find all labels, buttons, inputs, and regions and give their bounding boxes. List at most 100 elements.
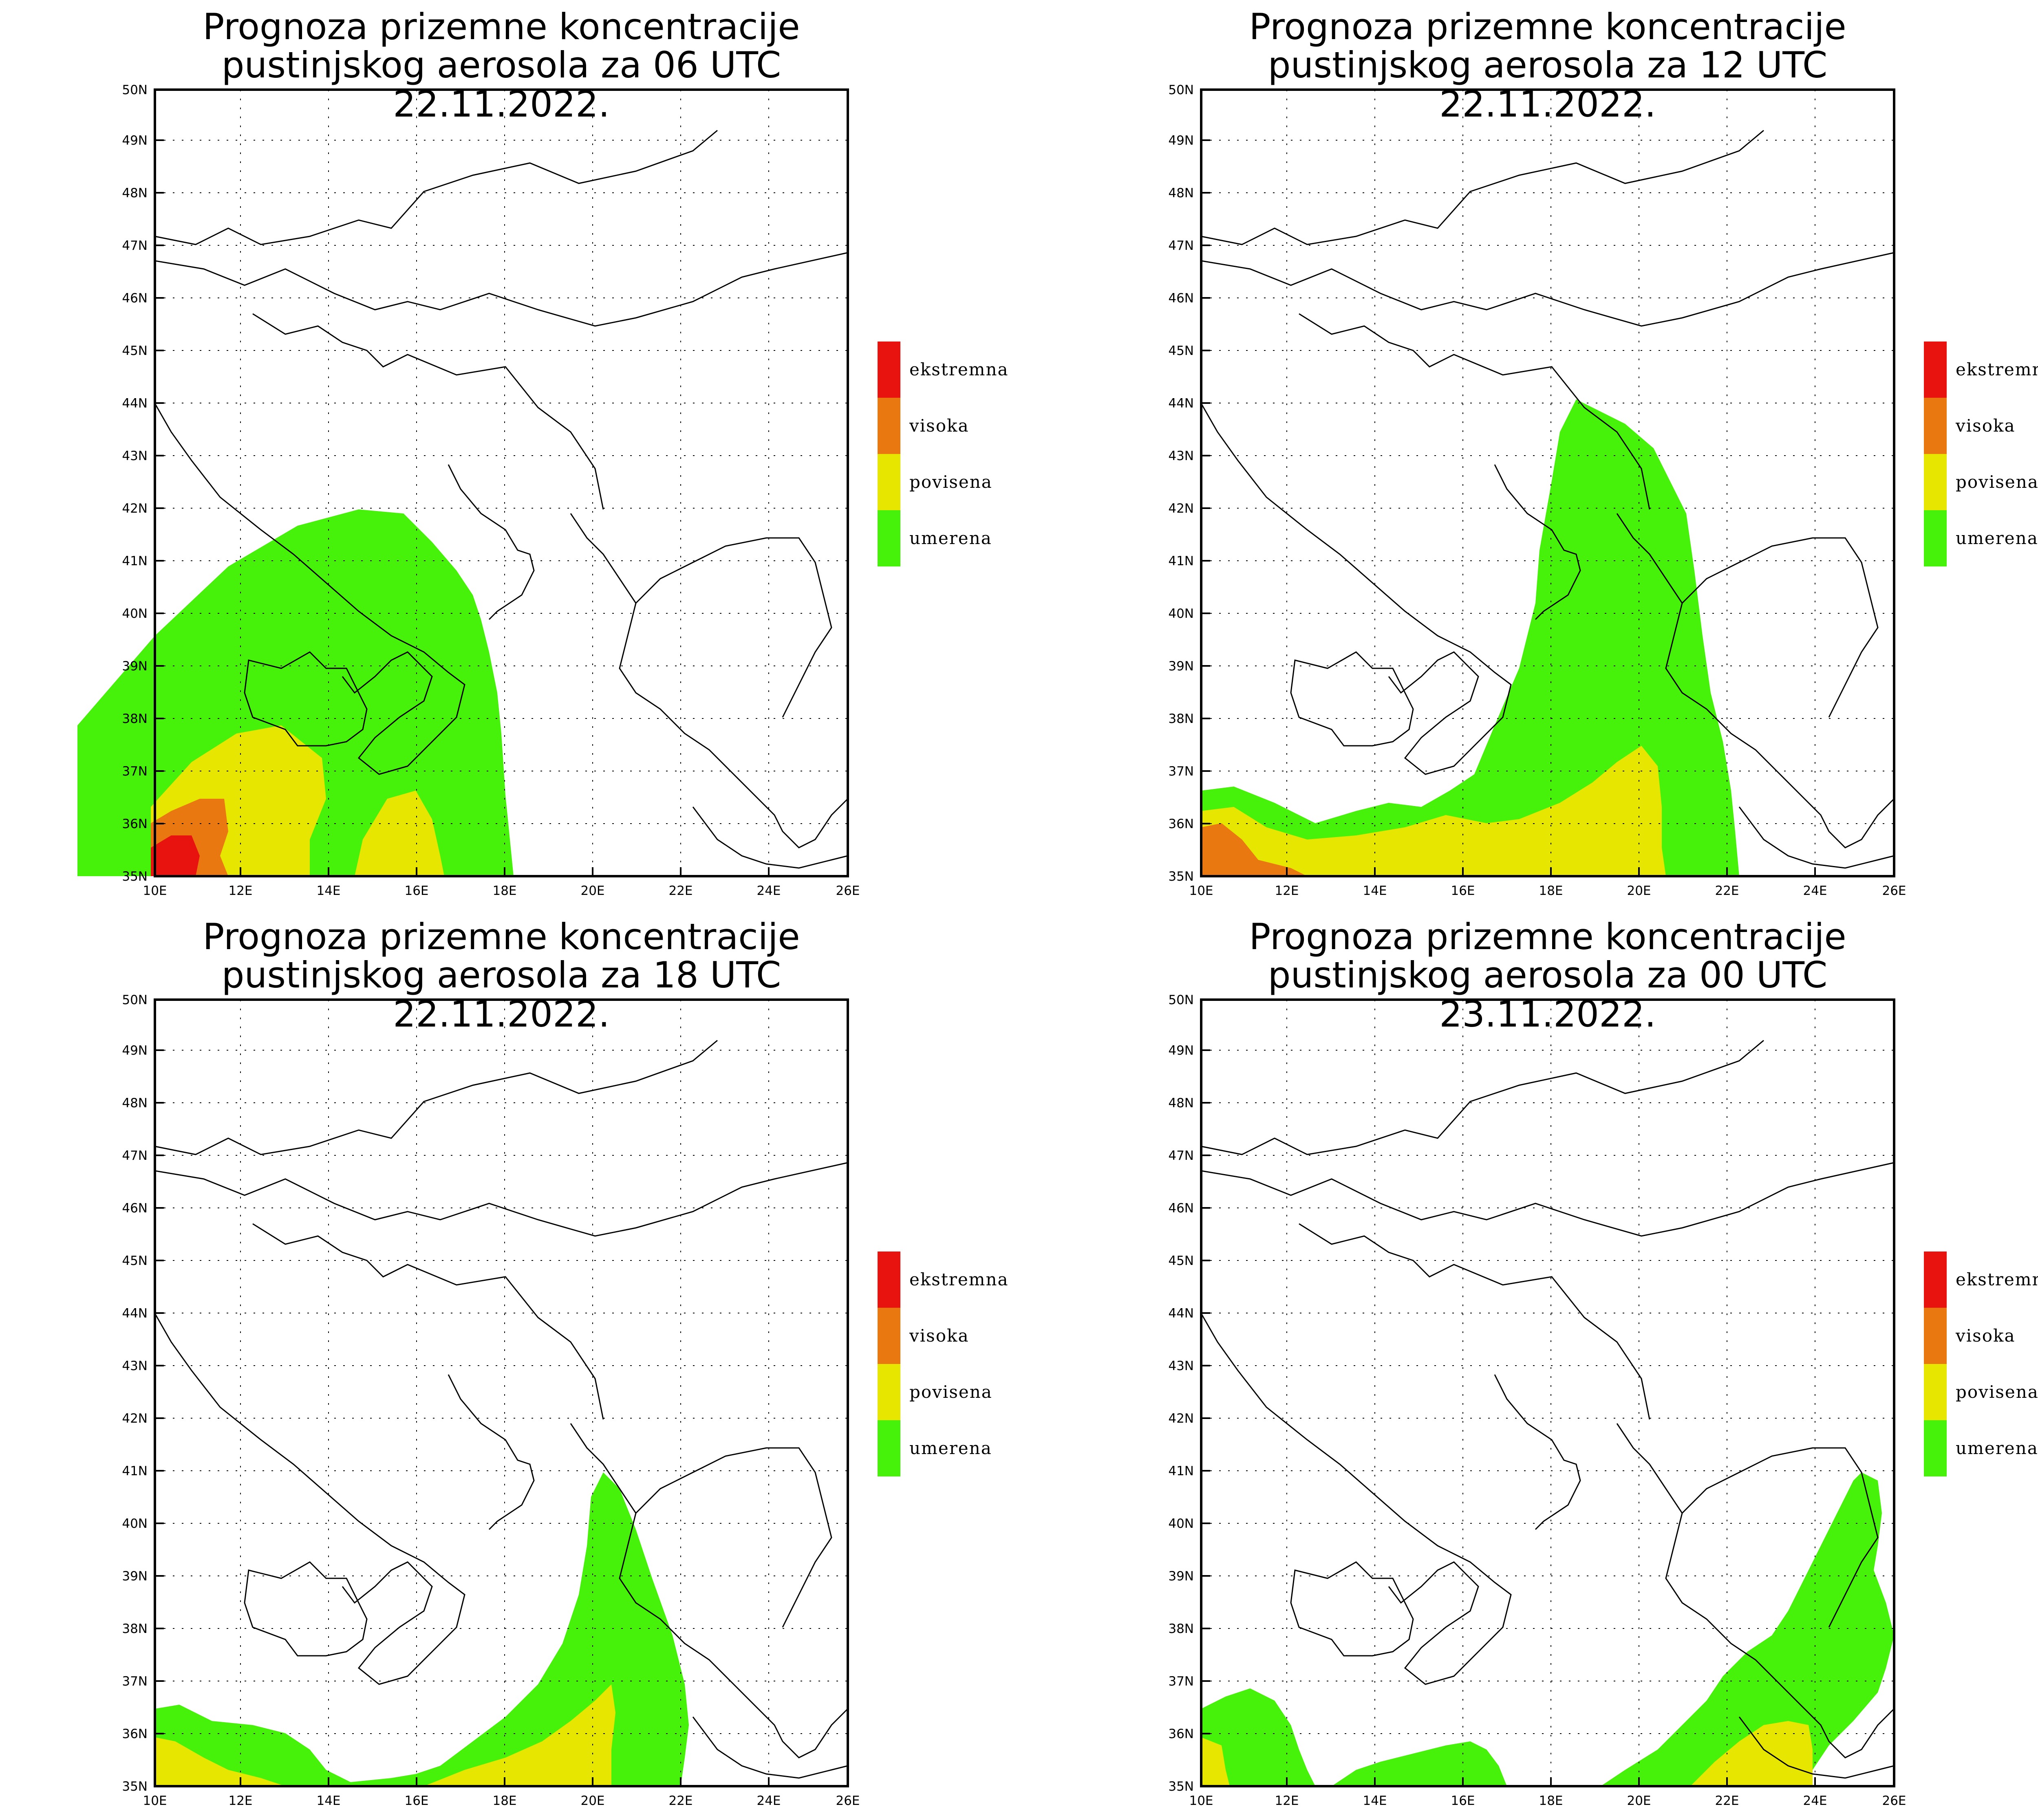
- legend: ekstremna visoka povisena umerena: [878, 1252, 1046, 1476]
- lat-label: 39N: [1168, 1569, 1194, 1584]
- lat-tick-labels: 35N 36N 37N 38N 39N 40N 41N 42N 43N 44N …: [1168, 993, 1194, 1794]
- legend-swatch: [1924, 398, 1947, 454]
- lat-tick-labels: 35N 36N 37N 38N 39N 40N 41N 42N 43N 44N …: [122, 83, 148, 884]
- panel-title-line2: pustinjskog aerosola za 18 UTC 22.11.202…: [221, 954, 781, 1035]
- lat-label: 45N: [1168, 344, 1194, 358]
- lat-label: 40N: [122, 1516, 148, 1531]
- legend-item-ekstremna: ekstremna: [878, 1252, 1046, 1308]
- legend-swatch: [1924, 342, 1947, 398]
- umerena-area-2: [1332, 1741, 1507, 1786]
- lat-label: 36N: [122, 1727, 148, 1741]
- legend-label: ekstremna: [909, 1269, 1009, 1289]
- povisena-area-2: [1690, 1721, 1813, 1786]
- lat-label: 42N: [122, 501, 148, 516]
- lat-label: 42N: [1168, 501, 1194, 516]
- legend: ekstremna visoka povisena umerena: [878, 342, 1046, 566]
- lat-label: 47N: [122, 238, 148, 253]
- legend-label: umerena: [1956, 528, 2038, 548]
- lat-label: 49N: [122, 133, 148, 148]
- map-frame: 35N 36N 37N 38N 39N 40N 41N 42N 43N 44N …: [122, 993, 860, 1808]
- lat-label: 44N: [1168, 1306, 1194, 1321]
- legend-swatch: [878, 454, 900, 510]
- lat-label: 40N: [122, 606, 148, 621]
- legend-swatch: [1924, 1308, 1947, 1364]
- lat-label: 35N: [1168, 1779, 1194, 1794]
- panel-title-line2: pustinjskog aerosola za 00 UTC 23.11.202…: [1268, 954, 1828, 1035]
- povisena-area-2: [355, 791, 444, 876]
- povisena-area: [155, 1737, 285, 1786]
- lat-label: 35N: [1168, 869, 1194, 884]
- legend-label: povisena: [909, 472, 993, 492]
- legend-item-visoka: visoka: [878, 1308, 1046, 1364]
- lat-label: 40N: [1168, 606, 1194, 621]
- lon-label: 12E: [1275, 884, 1299, 898]
- lat-label: 48N: [122, 1096, 148, 1111]
- legend: ekstremna visoka povisena umerena: [1924, 342, 2038, 566]
- forecast-panel-06utc: Prognoza prizemne koncentracije pustinjs…: [0, 0, 1046, 910]
- lat-label: 46N: [1168, 291, 1194, 306]
- legend-item-povisena: povisena: [878, 454, 1046, 510]
- lat-label: 37N: [1168, 764, 1194, 779]
- tick-marks: [1200, 89, 1895, 877]
- legend-label: ekstremna: [1956, 359, 2038, 379]
- legend: ekstremna visoka povisena umerena: [1924, 1252, 2038, 1476]
- lat-label: 45N: [122, 344, 148, 358]
- lat-label: 42N: [1168, 1411, 1194, 1426]
- lon-label: 26E: [836, 884, 860, 898]
- legend-swatch: [1924, 510, 1947, 566]
- lat-label: 46N: [122, 291, 148, 306]
- ekstremna-area: [151, 835, 200, 876]
- forecast-panel-00utc: Prognoza prizemne koncentracije pustinjs…: [1046, 910, 2038, 1820]
- aerosol-contours: [1201, 399, 1739, 876]
- lon-label: 20E: [580, 1794, 604, 1808]
- map-frame: 35N 36N 37N 38N 39N 40N 41N 42N 43N 44N …: [1168, 83, 1906, 898]
- lon-label: 14E: [316, 1794, 340, 1808]
- legend-label: visoka: [909, 1326, 969, 1346]
- legend-item-umerena: umerena: [1924, 510, 2038, 566]
- panel-title-line1: Prognoza prizemne koncentracije: [1249, 916, 1846, 958]
- lat-label: 47N: [122, 1148, 148, 1163]
- lat-label: 48N: [1168, 1096, 1194, 1111]
- aerosol-contours: [155, 1472, 689, 1786]
- lat-label: 44N: [1168, 396, 1194, 411]
- lon-label: 16E: [1451, 884, 1475, 898]
- legend-swatch: [878, 398, 900, 454]
- lon-label: 26E: [1882, 1794, 1906, 1808]
- lat-label: 47N: [1168, 1148, 1194, 1163]
- map-frame: 35N 36N 37N 38N 39N 40N 41N 42N 43N 44N …: [1168, 993, 1906, 1808]
- legend-label: povisena: [1956, 472, 2038, 492]
- legend-label: povisena: [909, 1382, 993, 1402]
- lat-label: 48N: [1168, 186, 1194, 201]
- lat-label: 46N: [1168, 1201, 1194, 1216]
- lon-label: 18E: [492, 884, 516, 898]
- lon-tick-labels: 10E 12E 14E 16E 18E 20E 22E 24E 26E: [1189, 884, 1906, 898]
- legend-swatch: [878, 1308, 900, 1364]
- legend-item-ekstremna: ekstremna: [1924, 1252, 2038, 1308]
- lat-label: 36N: [1168, 1727, 1194, 1741]
- lat-label: 44N: [122, 1306, 148, 1321]
- legend-item-povisena: povisena: [878, 1364, 1046, 1420]
- legend-label: umerena: [909, 1438, 992, 1458]
- aerosol-contours: [77, 509, 514, 876]
- map-borders: [1200, 1040, 1895, 1779]
- lat-label: 42N: [122, 1411, 148, 1426]
- lon-label: 16E: [404, 1794, 428, 1808]
- legend-item-ekstremna: ekstremna: [878, 342, 1046, 398]
- legend-swatch: [1924, 454, 1947, 510]
- lat-label: 44N: [122, 396, 148, 411]
- lon-label: 24E: [1803, 1794, 1827, 1808]
- map-border: [1200, 88, 1895, 877]
- lat-label: 50N: [122, 83, 148, 97]
- legend-item-visoka: visoka: [1924, 398, 2038, 454]
- forecast-panel-18utc: Prognoza prizemne koncentracije pustinjs…: [0, 910, 1046, 1820]
- umerena-area: [1201, 399, 1739, 876]
- legend-item-umerena: umerena: [1924, 1420, 2038, 1476]
- legend-label: povisena: [1956, 1382, 2038, 1402]
- lat-label: 41N: [122, 554, 148, 568]
- lon-label: 10E: [1189, 884, 1213, 898]
- lat-label: 40N: [1168, 1516, 1194, 1531]
- lat-label: 43N: [1168, 449, 1194, 463]
- lat-label: 43N: [122, 449, 148, 463]
- map-border: [1200, 998, 1895, 1787]
- lon-label: 18E: [1539, 1794, 1563, 1808]
